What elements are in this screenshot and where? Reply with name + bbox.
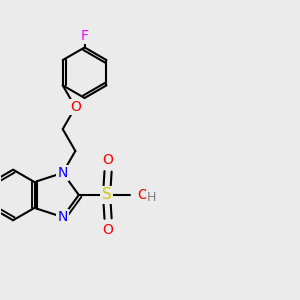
Text: H: H (147, 191, 156, 204)
Text: N: N (58, 210, 68, 224)
Text: O: O (137, 188, 148, 202)
Text: N: N (58, 166, 68, 180)
Text: O: O (103, 153, 113, 167)
Text: F: F (81, 28, 88, 43)
Text: O: O (70, 100, 81, 114)
Text: S: S (102, 188, 112, 202)
Text: O: O (103, 223, 113, 237)
